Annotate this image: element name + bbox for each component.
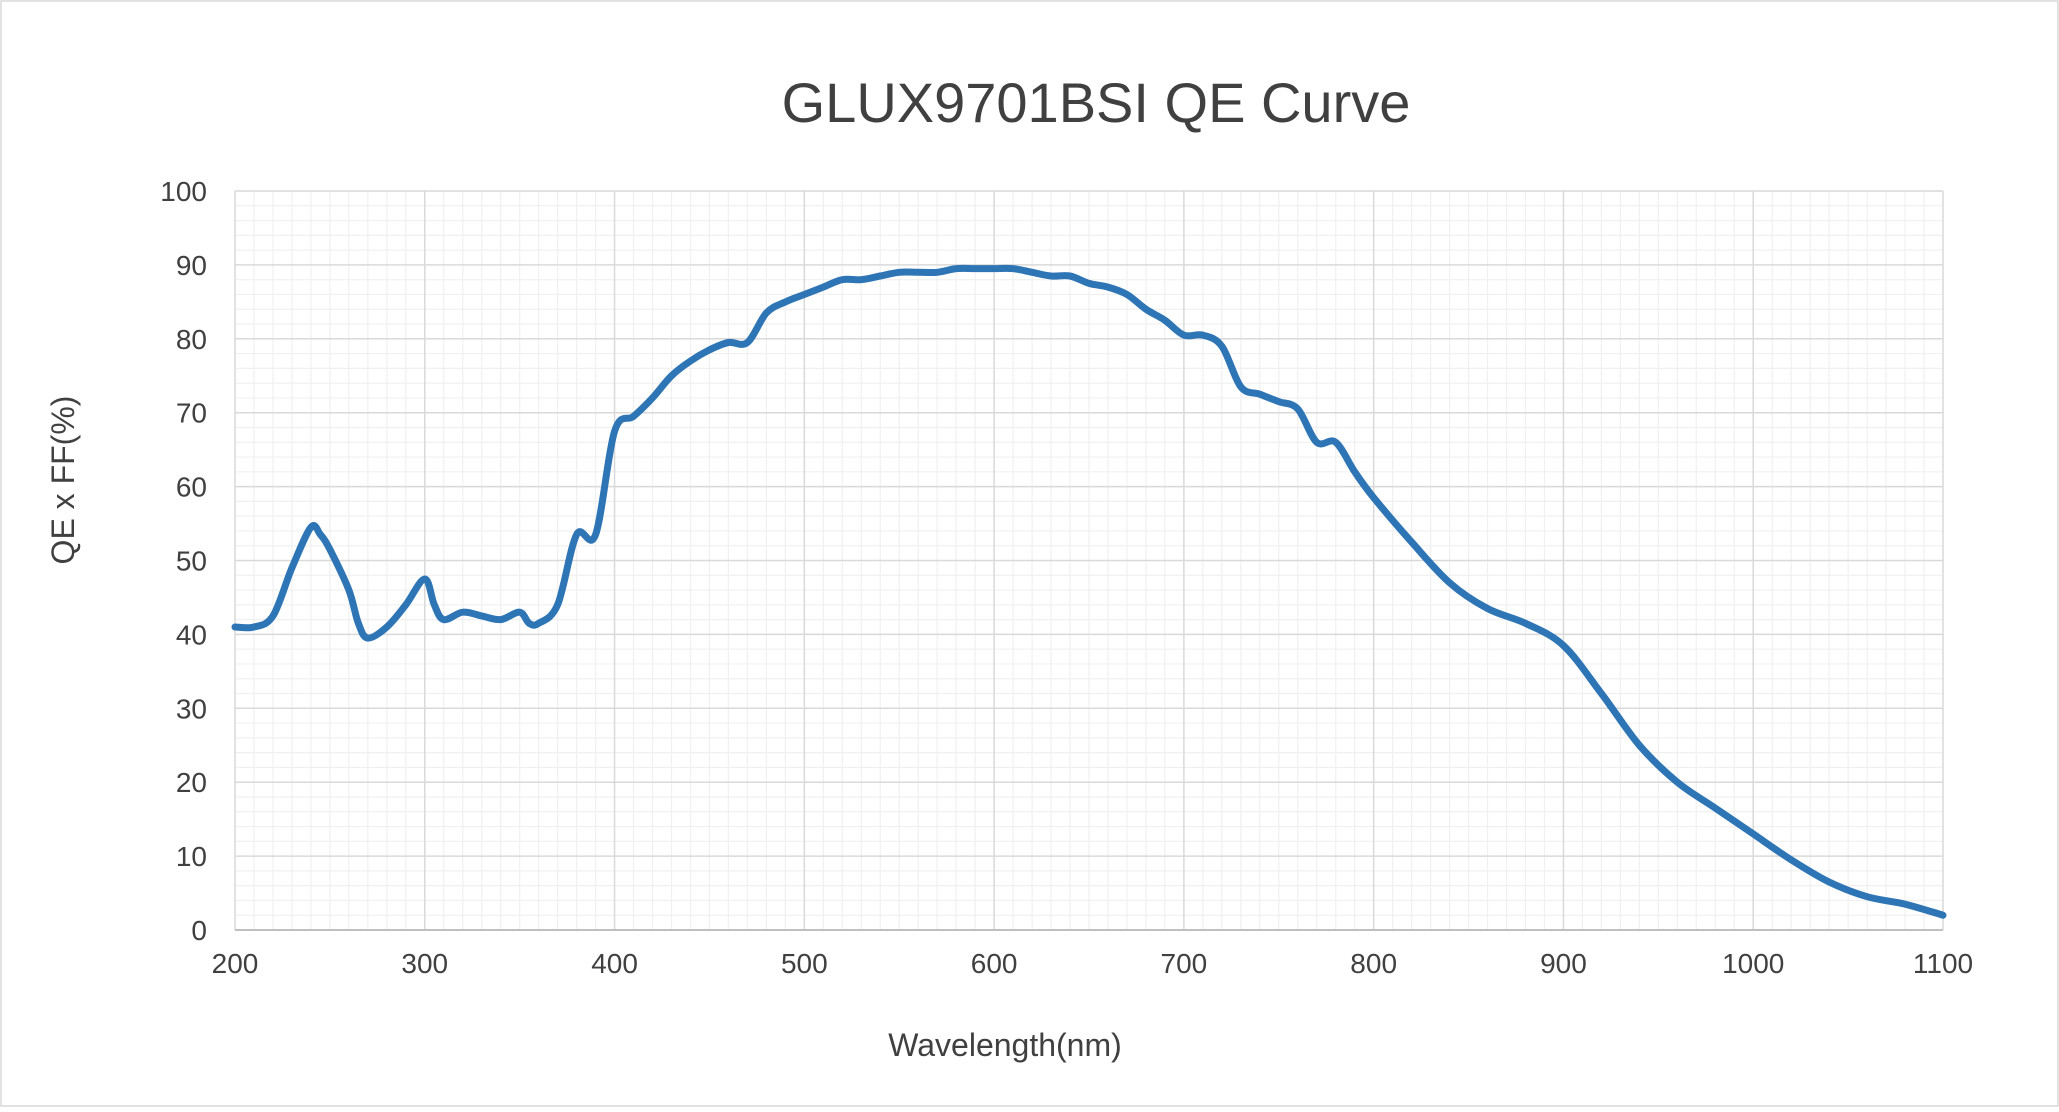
x-tick-label: 1000 [1722, 948, 1784, 979]
y-tick-label: 60 [176, 472, 207, 503]
y-tick-label: 10 [176, 841, 207, 872]
x-axis-label: Wavelength(nm) [888, 1027, 1122, 1063]
x-tick-label: 600 [971, 948, 1018, 979]
x-tick-label: 500 [781, 948, 828, 979]
major-gridlines [234, 190, 1944, 931]
x-tick-label: 200 [212, 948, 259, 979]
y-tick-label: 90 [176, 250, 207, 281]
x-tick-label: 700 [1161, 948, 1208, 979]
x-tick-label: 800 [1350, 948, 1397, 979]
qe-curve-line [231, 264, 1947, 919]
y-tick-label: 40 [176, 619, 207, 650]
chart-title: GLUX9701BSI QE Curve [782, 71, 1411, 134]
y-tick-label: 100 [160, 176, 207, 207]
x-tick-label: 300 [401, 948, 448, 979]
x-tick-label: 400 [591, 948, 638, 979]
y-tick-label: 70 [176, 398, 207, 429]
y-tick-label: 50 [176, 546, 207, 577]
y-tick-label: 20 [176, 767, 207, 798]
y-tick-label: 30 [176, 693, 207, 724]
y-axis-label: QE x FF(%) [45, 396, 81, 565]
y-tick-label: 0 [191, 915, 207, 946]
x-tick-label: 900 [1540, 948, 1587, 979]
y-axis-tick-labels: 0 10 20 30 40 50 60 70 80 90 100 [160, 176, 207, 946]
y-tick-label: 80 [176, 324, 207, 355]
x-axis-tick-labels: 200 300 400 500 600 700 800 900 1000 1100 [212, 948, 1973, 979]
x-tick-label: 1100 [1913, 948, 1973, 979]
